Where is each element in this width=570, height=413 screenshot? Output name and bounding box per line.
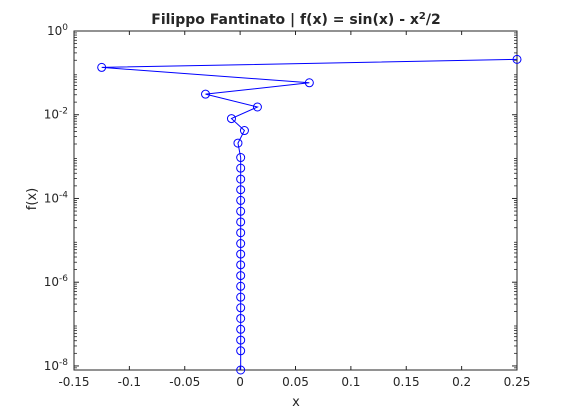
data-point bbox=[236, 249, 246, 259]
data-point bbox=[236, 163, 246, 173]
x-tick-label: 0.2 bbox=[452, 375, 471, 389]
data-point bbox=[236, 217, 246, 227]
data-point bbox=[236, 195, 246, 205]
data-point bbox=[236, 174, 246, 184]
data-point bbox=[236, 281, 246, 291]
x-tick-label: -0.1 bbox=[118, 375, 141, 389]
data-point bbox=[236, 260, 246, 270]
data-point bbox=[236, 313, 246, 323]
y-tick-label: 10-6 bbox=[44, 274, 69, 289]
data-point bbox=[239, 126, 249, 136]
x-tick-label: 0.25 bbox=[504, 375, 531, 389]
x-tick-label: 0 bbox=[236, 375, 244, 389]
chart-title-main: Filippo Fantinato | f(x) = sin(x) - x bbox=[151, 12, 419, 28]
data-point bbox=[236, 185, 246, 195]
data-point bbox=[236, 239, 246, 249]
x-axis-label: x bbox=[292, 395, 300, 410]
data-point bbox=[201, 89, 211, 99]
data-point bbox=[236, 292, 246, 302]
x-tick-label: -0.15 bbox=[58, 375, 89, 389]
y-tick-label: 10-2 bbox=[44, 107, 68, 122]
data-point bbox=[236, 271, 246, 281]
series-1 bbox=[97, 54, 522, 375]
chart-title-sup: 2 bbox=[419, 11, 426, 22]
x-tick-label: 0.05 bbox=[282, 375, 309, 389]
data-point bbox=[236, 324, 246, 334]
chart-title: Filippo Fantinato | f(x) = sin(x) - x2/2 bbox=[151, 11, 440, 29]
data-point bbox=[236, 206, 246, 216]
data-point bbox=[236, 303, 246, 313]
x-tick-label: 0.15 bbox=[393, 375, 420, 389]
data-point bbox=[236, 228, 246, 238]
data-point bbox=[236, 346, 246, 356]
data-point bbox=[226, 114, 236, 124]
data-point bbox=[236, 365, 246, 375]
chart-title-tail: /2 bbox=[426, 12, 441, 28]
data-point bbox=[512, 54, 522, 64]
data-point bbox=[233, 138, 243, 148]
x-axis-ticks: -0.15 -0.1 -0.05 0 0.05 0.1 0.15 0.2 0.25 bbox=[58, 31, 530, 389]
data-point bbox=[236, 335, 246, 345]
x-tick-label: 0.1 bbox=[341, 375, 360, 389]
y-tick-label: 10-8 bbox=[44, 358, 69, 373]
y-tick-label: 100 bbox=[47, 23, 68, 38]
y-axis-label: f(x) bbox=[25, 188, 40, 210]
data-point bbox=[304, 78, 314, 88]
series-line bbox=[101, 58, 518, 370]
data-point bbox=[236, 153, 246, 163]
data-point bbox=[252, 102, 262, 112]
data-point bbox=[97, 62, 107, 72]
y-tick-label: 10-4 bbox=[44, 190, 69, 205]
y-axis-ticks: 10-8 10-6 10-4 10-2 100 bbox=[44, 23, 517, 373]
x-tick-label: -0.05 bbox=[169, 375, 200, 389]
